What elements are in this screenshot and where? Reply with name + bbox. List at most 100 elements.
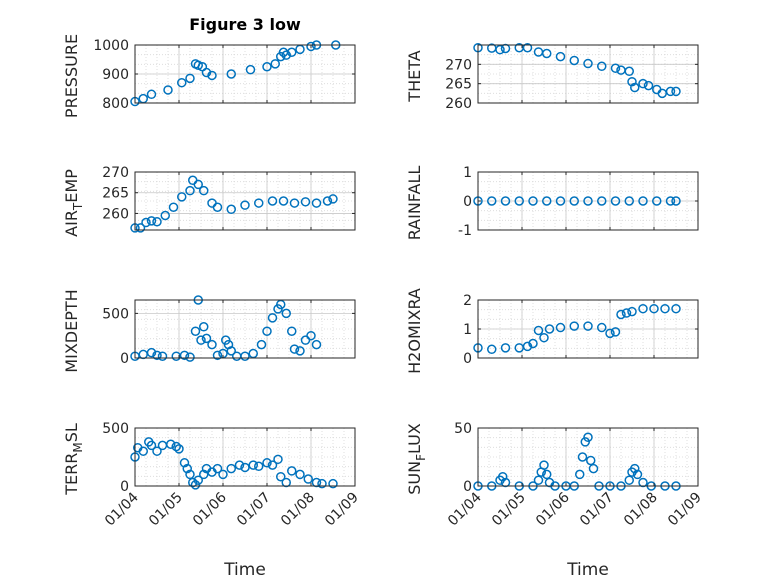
data-point (166, 439, 176, 449)
x-tick-label: 01/07 (577, 490, 617, 530)
data-point (597, 61, 607, 72)
data-point (652, 196, 662, 206)
axes-box (134, 427, 356, 487)
data-point (671, 86, 681, 97)
data-point (226, 463, 236, 474)
data-point (212, 463, 223, 474)
data-point (207, 70, 217, 81)
data-point (295, 469, 305, 480)
data-point (660, 303, 670, 314)
data-point (218, 469, 228, 480)
data-point (539, 332, 549, 343)
data-point (575, 469, 585, 480)
y-tick-label: 270 (102, 165, 129, 181)
data-point (569, 55, 579, 66)
data-point (267, 460, 278, 470)
x-tick-label: 01/09 (322, 490, 362, 530)
data-point (500, 477, 511, 488)
data-point (135, 223, 146, 233)
data-point (262, 326, 272, 336)
data-point (627, 306, 637, 317)
data-point (199, 322, 209, 332)
data-point (287, 466, 297, 476)
data-point (643, 80, 654, 91)
data-point (528, 338, 538, 349)
data-point (152, 446, 162, 456)
data-point (610, 327, 621, 337)
data-point (317, 478, 327, 489)
data-point (152, 216, 162, 227)
data-point (146, 347, 157, 358)
data-point (185, 469, 195, 480)
data-point (583, 196, 593, 206)
data-point (171, 441, 181, 452)
y-axis-label-6: TERRMSL (62, 423, 85, 496)
subplot-sun-f-lux: 0 50 01/04 01/05 01/06 01/07 01/08 01/09 SUNFLUX (405, 421, 705, 529)
data-point (281, 477, 291, 488)
y-tick-label: 0 (463, 351, 472, 367)
data-point (306, 41, 316, 52)
y-axis-label-2: AIRTEMP (62, 169, 85, 237)
data-point (533, 475, 544, 485)
data-point (514, 196, 524, 206)
data-point (196, 335, 206, 345)
y-tick-label: 260 (102, 206, 129, 222)
y-tick-label: 265 (445, 77, 472, 93)
y-axis-label-7: SUNFLUX (405, 423, 428, 495)
subplot-h2omixra: 0 1 2 H2OMIXRA (405, 288, 699, 374)
y-tick-label: 0 (120, 479, 129, 495)
y-axis-label-0: PRESSURE (62, 34, 81, 118)
data-point (621, 308, 632, 318)
data-point (185, 352, 195, 362)
data-point (638, 78, 648, 89)
data-point (306, 330, 316, 341)
data-point (267, 196, 278, 206)
data-point (157, 351, 168, 361)
data-point (276, 471, 286, 482)
data-point (190, 480, 201, 490)
data-point (234, 460, 245, 470)
data-point (138, 446, 148, 456)
data-point (177, 192, 187, 202)
subplot-terr-m-sl: 0 500 01/04 01/05 01/06 01/07 01/08 01/09 TERRMS… (62, 421, 362, 529)
data-point (146, 89, 157, 100)
data-point (569, 196, 579, 206)
data-point (287, 47, 297, 57)
data-point (610, 196, 621, 206)
data-point (542, 469, 552, 480)
data-point (240, 351, 250, 361)
data-point (627, 76, 637, 87)
data-point (174, 444, 184, 454)
data-point (311, 339, 322, 350)
data-point (665, 86, 676, 97)
data-point (322, 196, 333, 206)
data-point (188, 477, 198, 488)
data-point (569, 321, 579, 331)
data-point (500, 43, 511, 54)
data-point (632, 469, 643, 480)
data-point (182, 463, 192, 474)
data-point (328, 478, 338, 489)
y-axis-label-5: H2OMIXRA (405, 288, 424, 374)
axes-box (477, 427, 699, 487)
data-point (583, 432, 593, 443)
subplot-theta: 260 265 270 THETA (405, 42, 699, 112)
y-axis-label-4: MIXDEPTH (62, 289, 81, 372)
data-point (185, 73, 195, 84)
data-point (179, 458, 190, 468)
data-point (248, 460, 258, 470)
y-tick-label: 1 (463, 322, 472, 338)
data-point (160, 210, 170, 221)
data-point (262, 62, 272, 72)
x-tick-label: 01/04 (102, 489, 142, 529)
data-point (303, 474, 313, 484)
data-point (163, 85, 173, 95)
data-point (583, 58, 593, 69)
subplot-air-t-emp: 260 265 270 AIRTEMP (62, 165, 356, 237)
x-tick-label: 01/06 (533, 489, 573, 529)
data-point (597, 322, 607, 333)
data-point (638, 303, 648, 314)
data-point (487, 344, 497, 355)
